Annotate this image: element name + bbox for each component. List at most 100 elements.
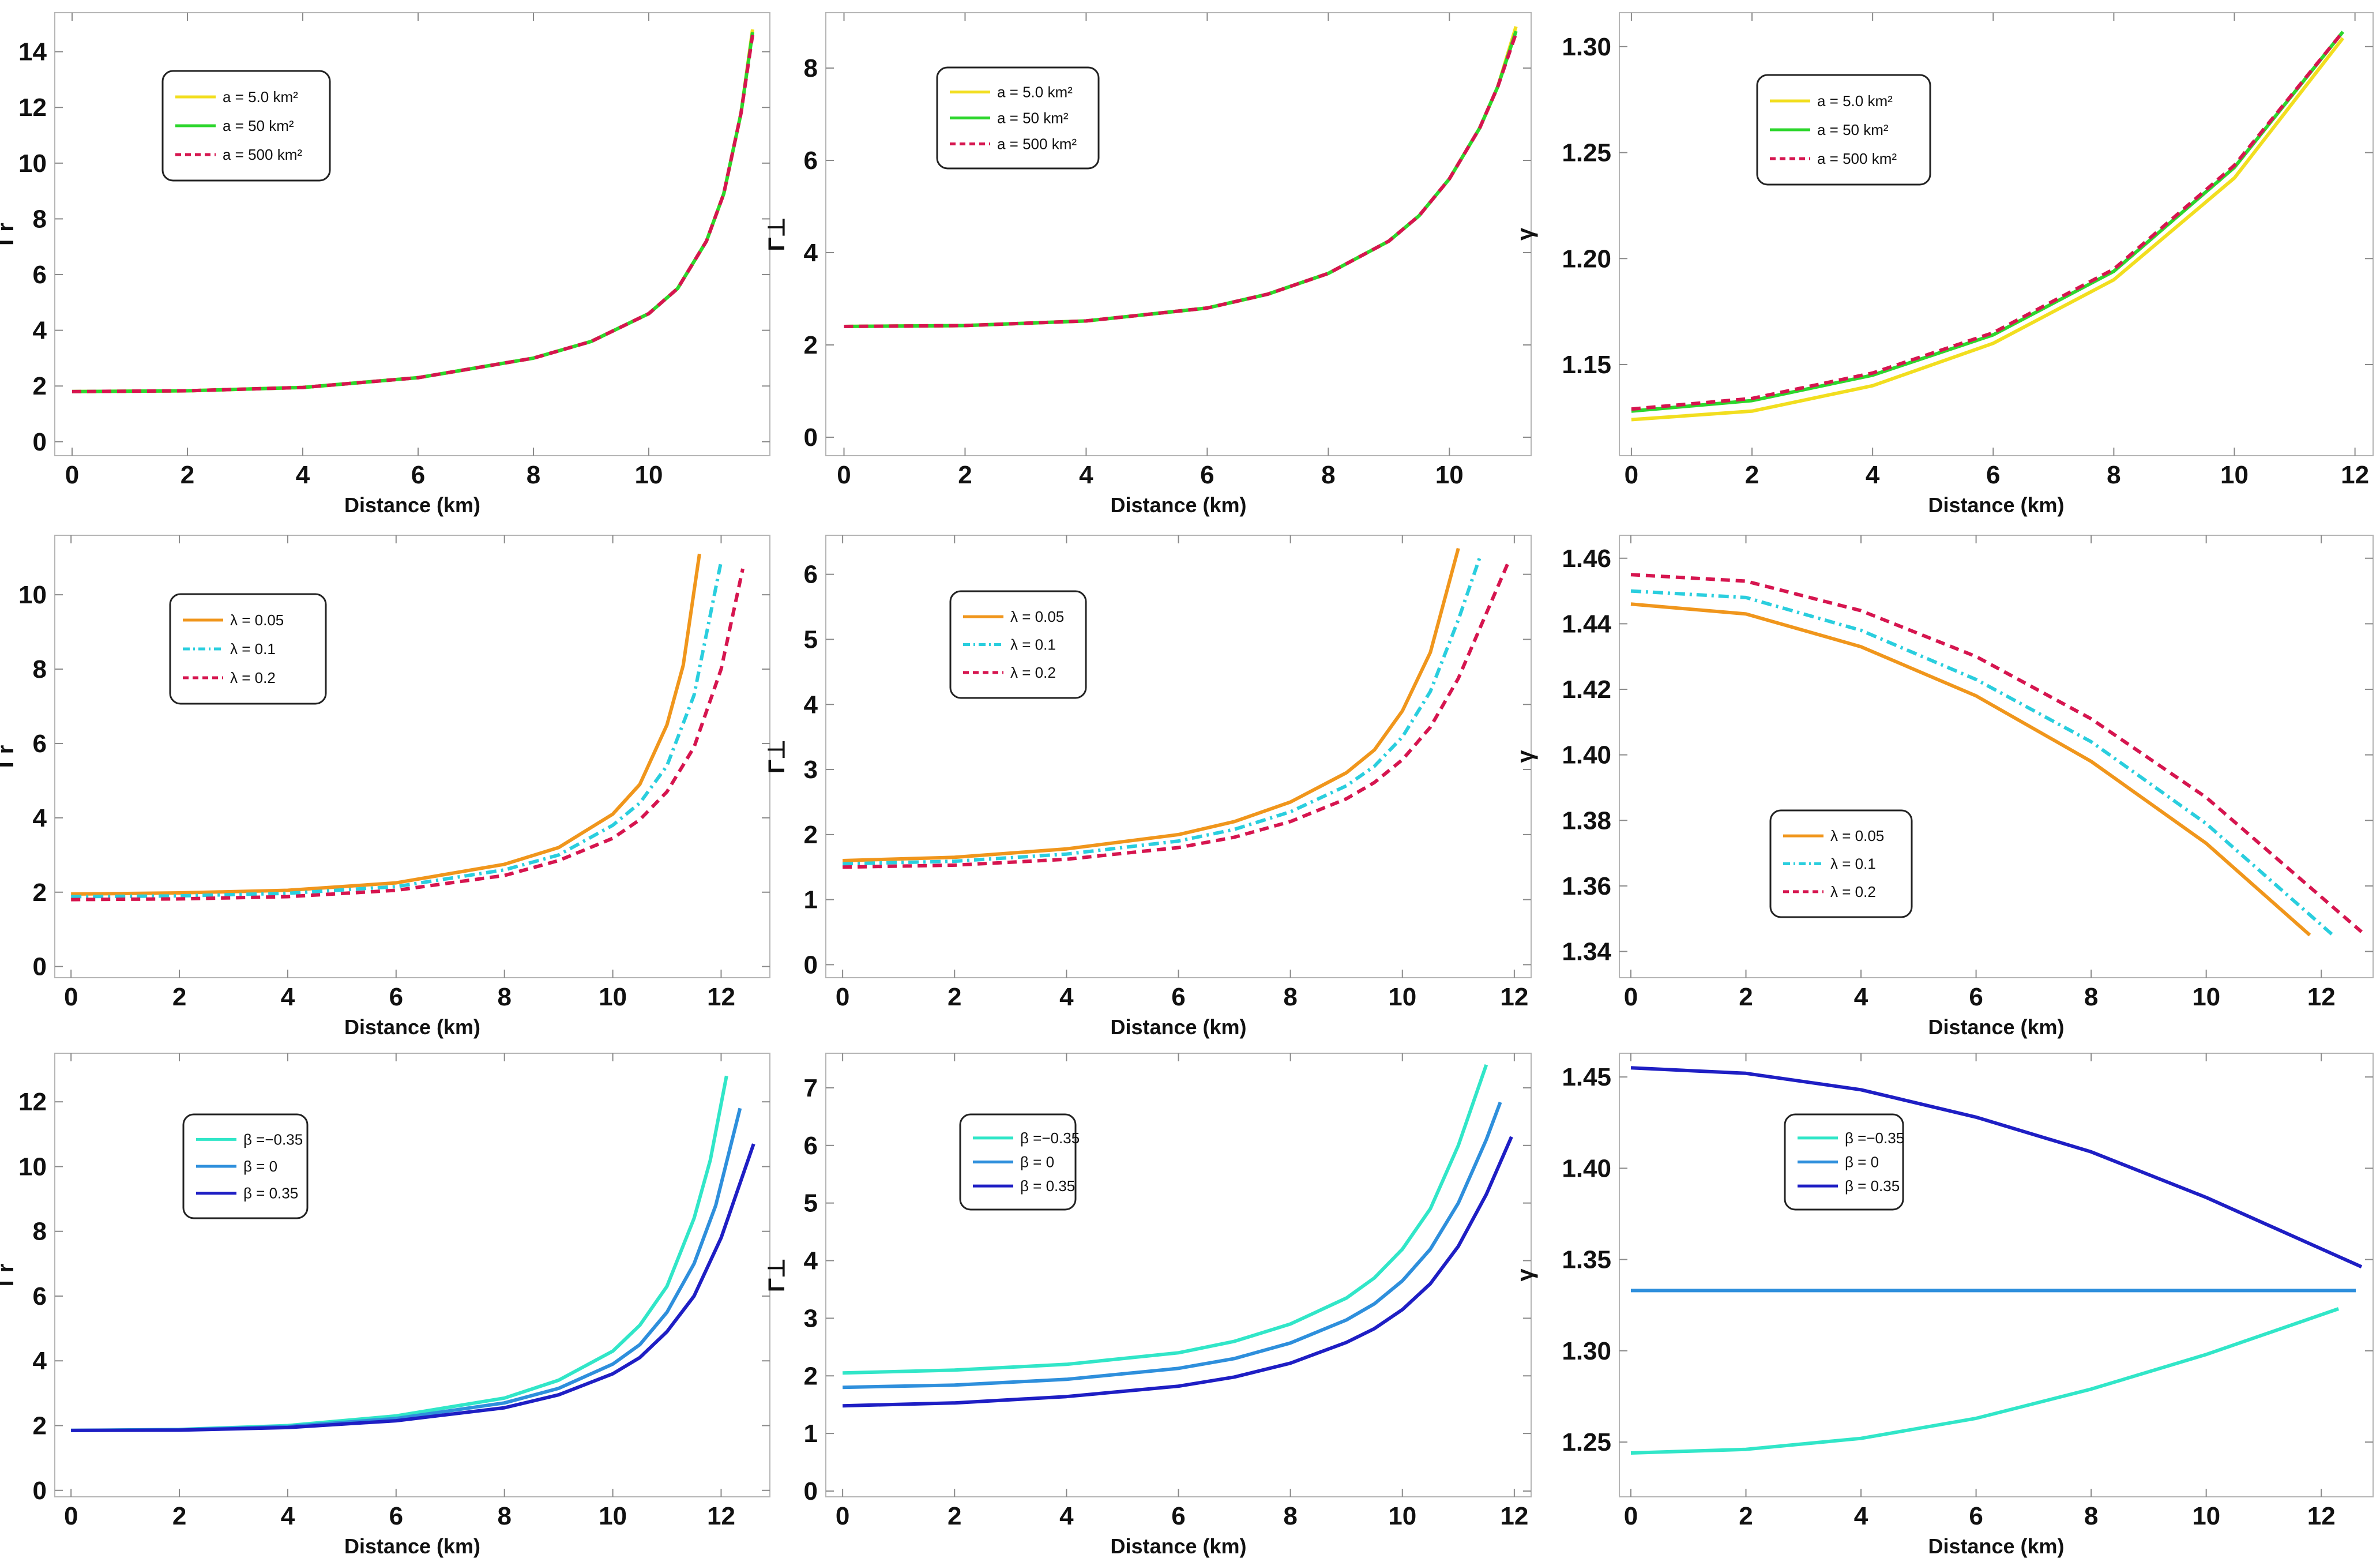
legend: λ = 0.05 λ = 0.1 λ = 0.2 bbox=[949, 590, 1087, 699]
x-tick-label: 4 bbox=[1059, 1502, 1074, 1530]
y-tick-label: 1.25 bbox=[1562, 139, 1611, 167]
x-tick-label: 0 bbox=[836, 1502, 849, 1530]
y-axis-title: Γ⊥ bbox=[764, 1258, 789, 1292]
series-line-3 bbox=[71, 568, 745, 902]
y-tick-label: 10 bbox=[18, 1152, 47, 1181]
x-tick-label: 10 bbox=[1435, 461, 1464, 489]
series-line-3 bbox=[843, 1136, 1513, 1408]
legend-label: β = 0 bbox=[1845, 1154, 1879, 1171]
legend-label: β =−0.35 bbox=[1845, 1129, 1904, 1147]
y-tick-label: 8 bbox=[33, 205, 47, 233]
y-tick-label: 1.45 bbox=[1562, 1063, 1611, 1091]
x-tick-label: 6 bbox=[1969, 1502, 1983, 1530]
y-tick-label: 2 bbox=[804, 331, 818, 359]
legend-label: a = 5.0 km² bbox=[997, 84, 1073, 101]
plot-frame bbox=[54, 535, 770, 978]
x-axis-title: Distance (km) bbox=[344, 1534, 480, 1558]
x-tick-label: 8 bbox=[1321, 461, 1335, 489]
x-axis-title: Distance (km) bbox=[1928, 493, 2064, 517]
y-tick-label: 4 bbox=[33, 1347, 47, 1375]
chart-panel-7: 0 2 4 6 8 10 12 0 2 4 6 8 10 12 Distance (km) Γr β =−0.3… bbox=[0, 1053, 770, 1558]
legend: a = 5.0 km² a = 50 km² a = 500 km² bbox=[161, 70, 331, 182]
y-axis-title: Γ⊥ bbox=[764, 217, 789, 251]
legend-label: a = 5.0 km² bbox=[1817, 92, 1893, 110]
y-tick-label: 0 bbox=[33, 953, 47, 981]
y-tick-label: 4 bbox=[33, 804, 47, 832]
y-tick-label: 1.44 bbox=[1562, 610, 1611, 638]
series-line-2 bbox=[1630, 589, 2334, 937]
plot-frame bbox=[54, 1053, 770, 1497]
y-tick-label: 4 bbox=[804, 690, 818, 719]
x-tick-label: 8 bbox=[497, 983, 511, 1011]
chart-panel-6: 0 2 4 6 8 10 12 1.34 1.36 1.38 1.40 1.42 1.44 1.46 Dis… bbox=[1513, 535, 2374, 1039]
x-tick-label: 2 bbox=[181, 461, 194, 489]
y-tick-label: 1.40 bbox=[1562, 1154, 1611, 1182]
y-tick-label: 2 bbox=[33, 1412, 47, 1440]
y-axis-title: γ bbox=[1513, 1268, 1538, 1282]
x-tick-label: 6 bbox=[1969, 983, 1983, 1011]
legend-label: λ = 0.05 bbox=[230, 611, 284, 629]
legend-label: λ = 0.1 bbox=[1830, 855, 1876, 873]
y-tick-label: 0 bbox=[804, 951, 818, 979]
y-tick-label: 1.30 bbox=[1562, 33, 1611, 61]
x-tick-label: 2 bbox=[1739, 983, 1753, 1011]
y-tick-label: 0 bbox=[804, 1477, 818, 1505]
legend-label: a = 5.0 km² bbox=[223, 88, 298, 106]
legend-label: a = 500 km² bbox=[997, 136, 1077, 153]
series-line-1 bbox=[71, 553, 701, 896]
y-tick-label: 2 bbox=[33, 878, 47, 907]
x-tick-label: 2 bbox=[948, 983, 961, 1011]
y-tick-label: 1.42 bbox=[1562, 675, 1611, 704]
x-tick-label: 0 bbox=[64, 1502, 78, 1530]
chart-panel-1: 0 2 4 6 8 10 0 2 4 6 8 10 12 14 Distance (km) Γr a = 5.0… bbox=[0, 12, 770, 517]
x-tick-label: 0 bbox=[1625, 461, 1638, 489]
x-tick-label: 4 bbox=[281, 1502, 295, 1530]
y-axis-title: γ bbox=[1513, 750, 1538, 763]
legend-label: λ = 0.2 bbox=[1830, 883, 1876, 900]
series-line-2 bbox=[71, 561, 723, 899]
x-tick-label: 4 bbox=[1079, 461, 1093, 489]
legend-label: β = 0.35 bbox=[243, 1185, 298, 1202]
y-tick-label: 4 bbox=[804, 1247, 818, 1275]
legend-label: a = 500 km² bbox=[223, 146, 302, 163]
x-tick-label: 0 bbox=[1624, 983, 1638, 1011]
y-axis-title: Γr bbox=[0, 745, 18, 768]
x-tick-label: 2 bbox=[172, 983, 186, 1011]
x-tick-label: 2 bbox=[1745, 461, 1759, 489]
legend-label: β =−0.35 bbox=[243, 1131, 303, 1148]
series-line-3 bbox=[72, 35, 754, 393]
x-tick-label: 4 bbox=[281, 983, 295, 1011]
y-tick-label: 7 bbox=[804, 1074, 818, 1102]
series-line-3 bbox=[844, 33, 1518, 328]
x-tick-label: 12 bbox=[1500, 983, 1528, 1011]
x-tick-label: 12 bbox=[2307, 1502, 2336, 1530]
series-line-3 bbox=[1631, 31, 2345, 411]
plot-frame bbox=[1619, 12, 2374, 456]
x-tick-label: 10 bbox=[2192, 983, 2220, 1011]
legend-label: a = 50 km² bbox=[1817, 121, 1889, 138]
series-line-3 bbox=[71, 1143, 755, 1432]
y-tick-label: 14 bbox=[18, 38, 47, 66]
x-tick-label: 12 bbox=[707, 1502, 735, 1530]
y-tick-label: 1 bbox=[804, 886, 818, 914]
x-axis-title: Distance (km) bbox=[1928, 1534, 2064, 1558]
legend: a = 5.0 km² a = 50 km² a = 500 km² bbox=[936, 66, 1100, 170]
x-tick-label: 4 bbox=[1059, 983, 1074, 1011]
y-tick-label: 0 bbox=[33, 428, 47, 456]
y-tick-label: 6 bbox=[804, 561, 818, 589]
x-tick-label: 10 bbox=[599, 1502, 627, 1530]
x-tick-label: 10 bbox=[599, 983, 627, 1011]
x-tick-label: 12 bbox=[707, 983, 735, 1011]
y-tick-label: 4 bbox=[33, 317, 47, 345]
x-tick-label: 0 bbox=[64, 983, 78, 1011]
x-tick-label: 8 bbox=[2084, 983, 2098, 1011]
x-tick-label: 12 bbox=[1500, 1502, 1528, 1530]
x-tick-label: 6 bbox=[389, 1502, 403, 1530]
y-tick-label: 0 bbox=[33, 1477, 47, 1505]
series-line-1 bbox=[1631, 37, 2345, 422]
plot-frame bbox=[825, 12, 1532, 456]
x-tick-label: 8 bbox=[527, 461, 540, 489]
